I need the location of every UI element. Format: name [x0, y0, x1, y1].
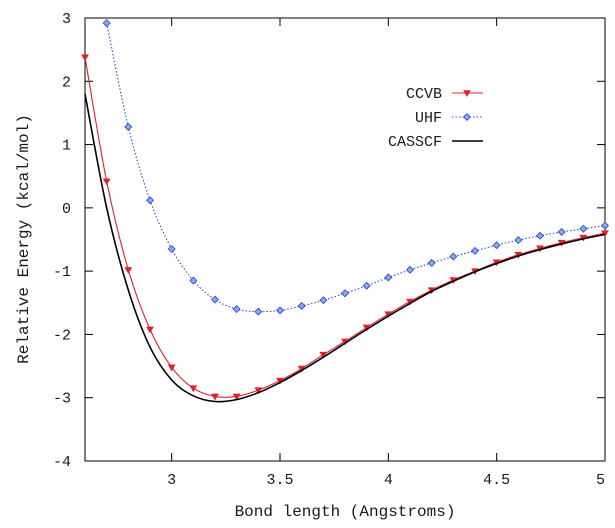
data-point-ccvb — [211, 393, 219, 401]
data-point-uhf — [145, 196, 155, 205]
data-point-uhf — [579, 224, 588, 233]
data-point-uhf — [405, 265, 415, 274]
y-tick-label: -1 — [53, 264, 71, 281]
data-point-uhf — [535, 231, 545, 240]
data-point-uhf — [340, 289, 350, 298]
data-point-uhf — [124, 122, 133, 131]
y-tick-label: 3 — [62, 11, 71, 28]
data-point-uhf — [189, 276, 198, 285]
data-point-uhf — [167, 244, 176, 254]
data-point-uhf — [297, 301, 306, 310]
y-tick-label: 0 — [62, 201, 71, 218]
data-point-uhf — [557, 227, 566, 236]
legend-label: CCVB — [406, 86, 442, 103]
data-point-ccvb — [319, 351, 328, 359]
data-point-uhf — [449, 252, 458, 261]
data-point-ccvb — [102, 178, 111, 186]
data-point-ccvb — [254, 387, 263, 395]
series-casscf — [84, 93, 606, 403]
data-point-uhf — [232, 305, 241, 314]
y-axis-label: Relative Energy (kcal/mol) — [15, 114, 33, 364]
y-tick-label: -2 — [53, 327, 71, 344]
series-uhf — [102, 19, 610, 316]
data-point-uhf — [470, 246, 480, 255]
series-line-casscf — [84, 93, 606, 403]
x-tick-label: 4 — [384, 472, 393, 489]
data-point-uhf — [102, 19, 111, 28]
data-point-ccvb — [232, 393, 241, 401]
y-tick-label: -3 — [53, 391, 71, 408]
x-tick-label: 4.5 — [483, 472, 510, 489]
data-point-ccvb — [601, 230, 609, 238]
data-point-uhf — [210, 295, 220, 304]
series-group — [81, 19, 610, 403]
data-point-uhf — [319, 296, 328, 305]
legend-marker — [462, 112, 472, 122]
axis-ticks: 3 3.5 4 4.5 5 -4 -3 -2 -1 0 1 2 3 — [53, 11, 606, 489]
x-tick-label: 3.5 — [266, 472, 293, 489]
series-line-ccvb — [84, 57, 606, 398]
x-tick-label: 5 — [596, 472, 605, 489]
data-point-ccvb — [167, 364, 176, 372]
data-point-uhf — [492, 241, 501, 250]
data-point-uhf — [514, 236, 523, 245]
data-point-uhf — [254, 307, 263, 316]
x-axis-label: Bond length (Angstroms) — [235, 503, 456, 521]
data-point-uhf — [600, 221, 610, 230]
legend-label: CASSCF — [388, 134, 442, 151]
series-line-uhf — [106, 22, 606, 313]
plot-frame — [84, 17, 606, 462]
x-tick-label: 3 — [167, 472, 176, 489]
series-ccvb — [81, 54, 609, 401]
data-point-uhf — [427, 258, 436, 267]
data-point-uhf — [362, 281, 371, 290]
y-tick-label: 1 — [62, 138, 71, 155]
data-point-ccvb — [81, 54, 89, 62]
y-tick-label: -4 — [53, 454, 71, 471]
data-point-ccvb — [146, 326, 154, 334]
data-point-ccvb — [124, 267, 133, 274]
data-point-uhf — [384, 273, 393, 282]
legend-marker — [463, 90, 471, 98]
data-point-uhf — [275, 306, 285, 315]
legend-label: UHF — [415, 110, 442, 127]
y-tick-label: 2 — [62, 74, 71, 91]
data-point-ccvb — [189, 385, 198, 393]
legend: CCVB UHF CASSCF — [388, 86, 483, 151]
